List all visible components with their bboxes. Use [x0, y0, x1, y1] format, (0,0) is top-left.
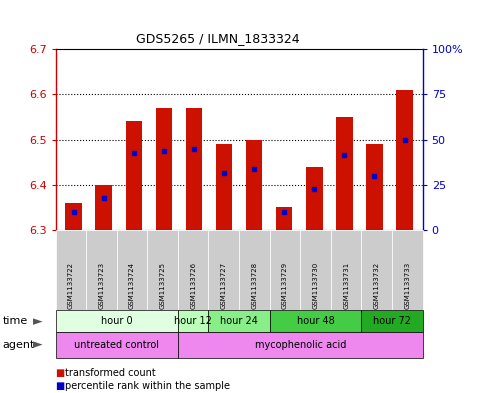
Text: hour 12: hour 12 — [174, 316, 212, 326]
Text: mycophenolic acid: mycophenolic acid — [255, 340, 346, 350]
Text: hour 0: hour 0 — [101, 316, 132, 326]
Bar — [366, 144, 383, 230]
Bar — [306, 167, 323, 230]
Text: transformed count: transformed count — [65, 367, 156, 378]
Text: GSM1133732: GSM1133732 — [374, 261, 380, 309]
Text: GSM1133731: GSM1133731 — [343, 261, 349, 309]
Bar — [65, 203, 82, 230]
Bar — [96, 185, 112, 230]
Text: GSM1133724: GSM1133724 — [129, 261, 135, 309]
Text: ►: ► — [33, 338, 43, 351]
Text: hour 72: hour 72 — [373, 316, 411, 326]
Text: agent: agent — [2, 340, 35, 350]
Text: GSM1133722: GSM1133722 — [68, 261, 74, 309]
Bar — [396, 90, 413, 230]
Bar — [336, 117, 353, 230]
Bar — [276, 207, 293, 230]
Text: ■: ■ — [56, 367, 65, 378]
Text: time: time — [2, 316, 28, 326]
Text: untreated control: untreated control — [74, 340, 159, 350]
Bar — [156, 108, 172, 230]
Text: GSM1133725: GSM1133725 — [159, 261, 166, 309]
Text: GSM1133730: GSM1133730 — [313, 261, 319, 309]
Bar — [185, 108, 202, 230]
Text: GSM1133733: GSM1133733 — [404, 261, 411, 309]
Text: GDS5265 / ILMN_1833324: GDS5265 / ILMN_1833324 — [136, 32, 299, 45]
Text: percentile rank within the sample: percentile rank within the sample — [65, 381, 230, 391]
Bar — [246, 140, 262, 230]
Text: hour 24: hour 24 — [220, 316, 258, 326]
Text: GSM1133728: GSM1133728 — [251, 261, 257, 309]
Text: ■: ■ — [56, 381, 65, 391]
Bar — [216, 144, 232, 230]
Bar — [126, 121, 142, 230]
Text: ►: ► — [33, 315, 43, 328]
Text: GSM1133723: GSM1133723 — [99, 261, 104, 309]
Text: hour 48: hour 48 — [297, 316, 334, 326]
Text: GSM1133727: GSM1133727 — [221, 261, 227, 309]
Text: GSM1133726: GSM1133726 — [190, 261, 196, 309]
Text: GSM1133729: GSM1133729 — [282, 261, 288, 309]
